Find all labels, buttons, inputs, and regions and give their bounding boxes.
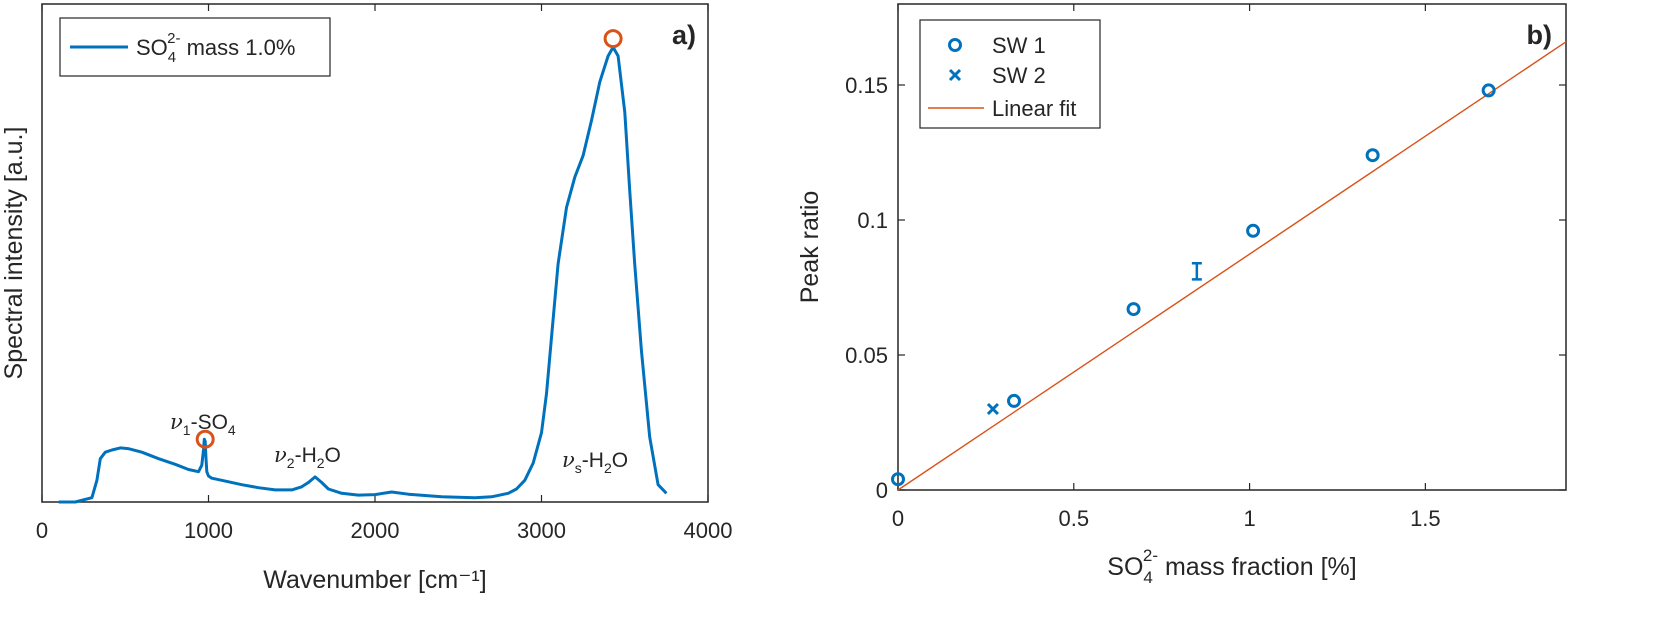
chart-a-ylabel: Spectral intensity [a.u.] (0, 127, 28, 380)
x-tick-label-a-4: 4000 (684, 518, 733, 543)
legend-b-sw2-marker (948, 68, 962, 82)
sw1-point-0 (891, 472, 905, 487)
chart-a-series-line (58, 45, 668, 504)
legend-b-sw1-label: SW 1 (992, 33, 1046, 58)
sw1-point-2 (1126, 302, 1141, 317)
chart-a-peak-markers (195, 29, 623, 449)
x-tick-label-a-3: 3000 (517, 518, 566, 543)
chart-b-ticks (897, 4, 1566, 491)
sw1-point-4 (1365, 148, 1380, 163)
chart-a-plot-area (41, 3, 709, 503)
chart-b: 0 0.5 1 1.5 0 0.05 0.1 0.15 SW 1 SW 2 Linear fi… (796, 3, 1567, 587)
x-tick-label-b-1: 0.5 (1058, 506, 1089, 531)
chart-b-legend: SW 1 SW 2 Linear fit (919, 19, 1101, 129)
annotation-nu2-h2o: ν2-H2O (274, 443, 341, 471)
chart-a-panel-label: a) (672, 20, 696, 50)
chart-b-points (891, 83, 1496, 487)
y-tick-label-b-1: 0.05 (845, 343, 888, 368)
chart-b-panel-label: b) (1527, 20, 1552, 50)
x-tick-label-a-0: 0 (36, 518, 48, 543)
chart-a-ticks (41, 4, 709, 502)
legend-b-fit-label: Linear fit (992, 96, 1076, 121)
x-tick-label-b-0: 0 (892, 506, 904, 531)
chart-b-ylabel: Peak ratio (796, 191, 824, 304)
legend-b-sw2-label: SW 2 (992, 63, 1046, 88)
chart-a-tick-labels: 0 1000 2000 3000 4000 (36, 518, 733, 543)
chart-b-xlabel: SO42- mass fraction [%] (1107, 546, 1356, 587)
chart-b-tick-labels: 0 0.5 1 1.5 0 0.05 0.1 0.15 (845, 73, 1440, 531)
chart-a-legend: SO42- mass 1.0% (59, 17, 331, 77)
sw1-point-3 (1246, 223, 1261, 238)
chart-a-xlabel: Wavenumber [cm⁻¹] (263, 566, 486, 594)
y-tick-label-b-3: 0.15 (845, 73, 888, 98)
peak-marker-1 (195, 429, 215, 449)
x-tick-label-a-1: 1000 (184, 518, 233, 543)
sw1-point-1 (1007, 393, 1022, 408)
sw2-errorbar-1 (1191, 261, 1202, 281)
y-tick-label-b-2: 0.1 (857, 208, 888, 233)
y-tick-label-b-0: 0 (876, 478, 888, 503)
x-tick-label-a-2: 2000 (351, 518, 400, 543)
x-tick-label-b-2: 1 (1243, 506, 1255, 531)
sw1-point-5 (1481, 83, 1496, 98)
annotation-nu1-so4: ν1-SO4 (170, 410, 236, 438)
sw2-point-0 (986, 402, 999, 416)
chart-a: 0 1000 2000 3000 4000 ν1-SO4 ν2-H2O νs-H2O S… (0, 3, 733, 594)
peak-marker-2 (603, 29, 623, 49)
linear-fit-line (897, 41, 1567, 491)
legend-b-sw1-marker (948, 38, 962, 52)
x-tick-label-b-3: 1.5 (1410, 506, 1441, 531)
annotation-nus-h2o: νs-H2O (562, 448, 628, 476)
